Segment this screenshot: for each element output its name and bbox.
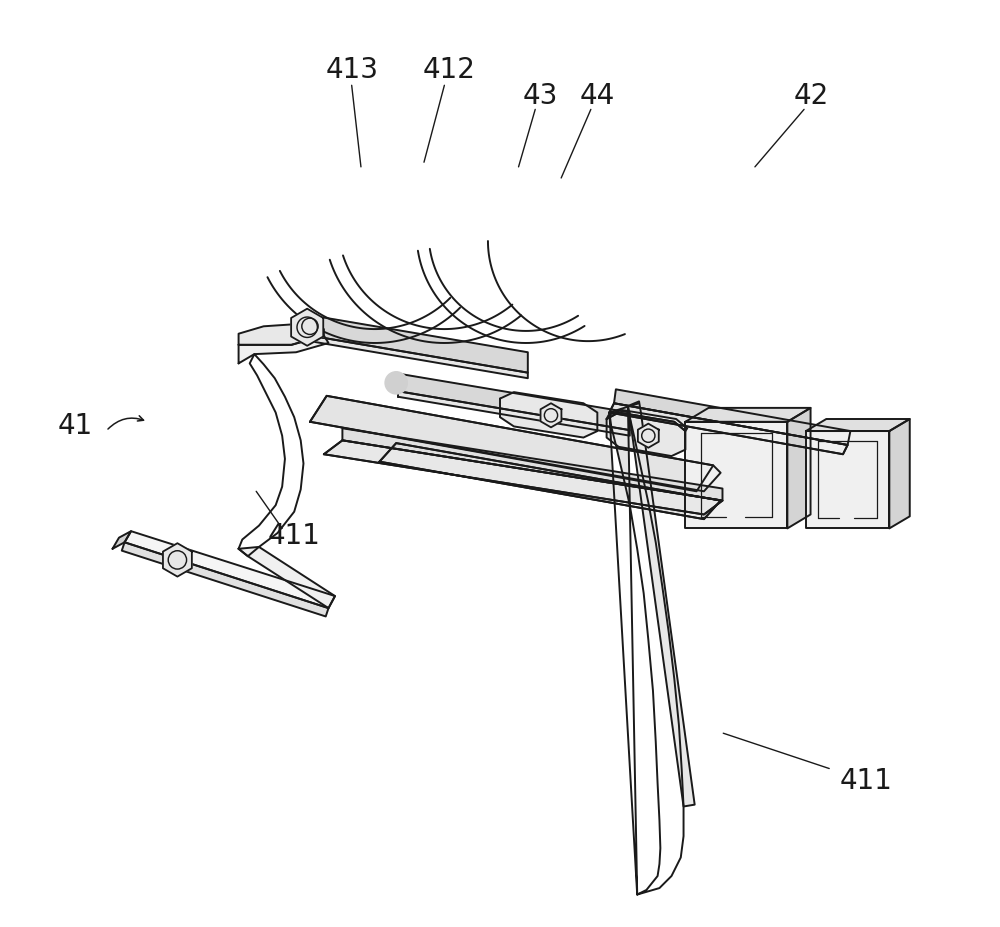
Polygon shape [628,401,695,806]
Polygon shape [541,403,561,427]
Polygon shape [685,408,811,422]
Text: 43: 43 [522,83,558,110]
Polygon shape [113,531,131,549]
Polygon shape [291,309,323,346]
Polygon shape [638,424,659,448]
Polygon shape [310,396,721,491]
Polygon shape [239,354,303,556]
Polygon shape [398,391,630,436]
Polygon shape [609,406,684,895]
Polygon shape [685,422,787,528]
Text: 42: 42 [794,83,829,110]
Text: 411: 411 [268,522,321,550]
Polygon shape [614,389,850,445]
Polygon shape [239,336,329,363]
Polygon shape [163,543,192,577]
Polygon shape [125,531,335,608]
Text: 412: 412 [423,56,475,83]
Text: 411: 411 [840,767,893,794]
Polygon shape [607,413,685,456]
Text: 44: 44 [580,83,615,110]
Circle shape [295,312,321,338]
Polygon shape [607,410,687,431]
Polygon shape [379,443,721,519]
Polygon shape [889,419,910,528]
Polygon shape [297,311,323,341]
Polygon shape [609,403,848,454]
Polygon shape [310,336,528,378]
Polygon shape [122,542,329,616]
Polygon shape [324,440,722,514]
Polygon shape [324,440,722,514]
Polygon shape [310,315,528,373]
Circle shape [385,372,407,394]
Polygon shape [806,419,910,431]
Polygon shape [609,403,848,454]
Text: 41: 41 [58,413,93,440]
Polygon shape [379,443,721,519]
Polygon shape [398,374,630,430]
Polygon shape [310,396,713,491]
Polygon shape [500,392,597,438]
Text: 413: 413 [325,56,378,83]
Polygon shape [806,431,889,528]
Polygon shape [342,428,722,501]
Polygon shape [787,408,811,528]
Polygon shape [239,324,324,345]
Polygon shape [239,547,335,608]
